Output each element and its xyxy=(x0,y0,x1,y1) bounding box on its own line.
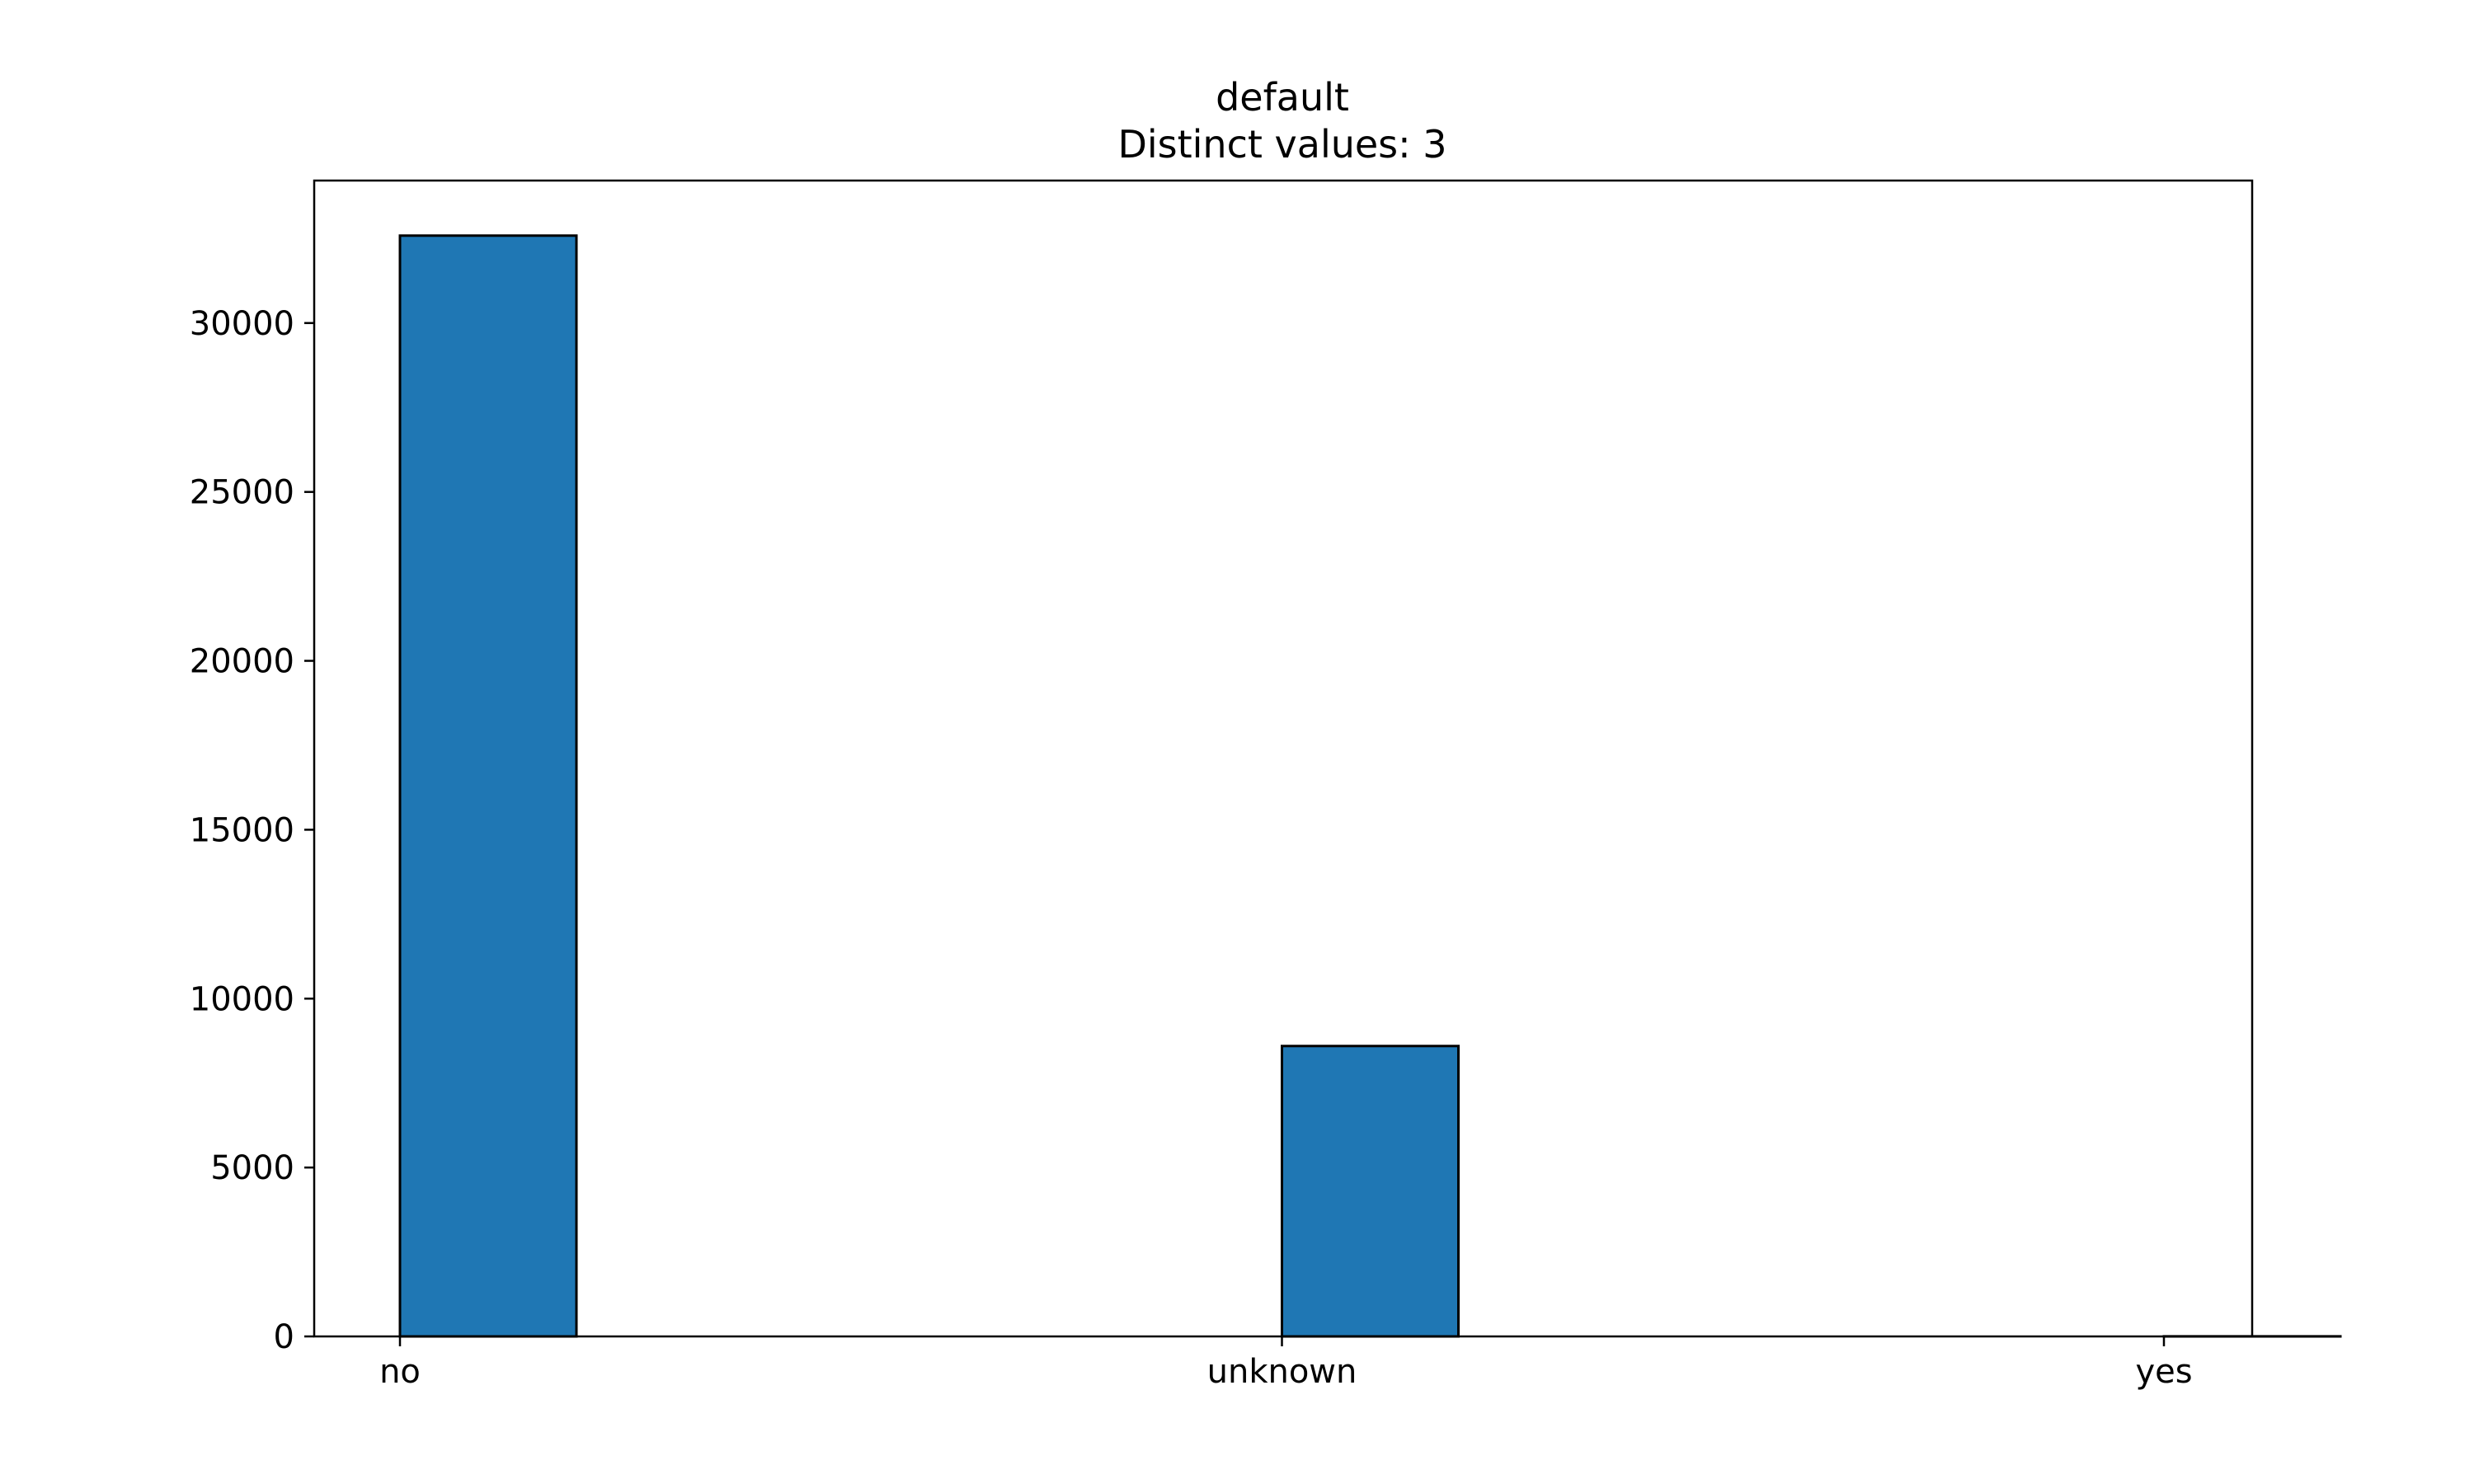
x-tick-label: unknown xyxy=(1207,1353,1357,1391)
y-tick-label: 5000 xyxy=(210,1149,294,1187)
y-tick-label: 30000 xyxy=(190,305,294,343)
plot-frame xyxy=(313,179,2254,1338)
y-tick-label: 25000 xyxy=(190,474,294,512)
y-tick-label: 10000 xyxy=(190,980,294,1018)
bar-no xyxy=(398,234,578,1338)
x-tick-label: no xyxy=(379,1353,421,1391)
bar-unknown xyxy=(1281,1045,1460,1338)
y-tick-label: 20000 xyxy=(190,643,294,681)
y-tick-label: 15000 xyxy=(190,811,294,849)
chart-subtitle: Distinct values: 3 xyxy=(1117,122,1446,167)
chart-title: default xyxy=(1216,75,1349,120)
plot-area: no unknown yes 0 5000 10000 15000 20000 25000 300… xyxy=(190,234,2342,1391)
y-tick-label: 0 xyxy=(274,1318,294,1356)
x-tick-label: yes xyxy=(2135,1353,2192,1391)
